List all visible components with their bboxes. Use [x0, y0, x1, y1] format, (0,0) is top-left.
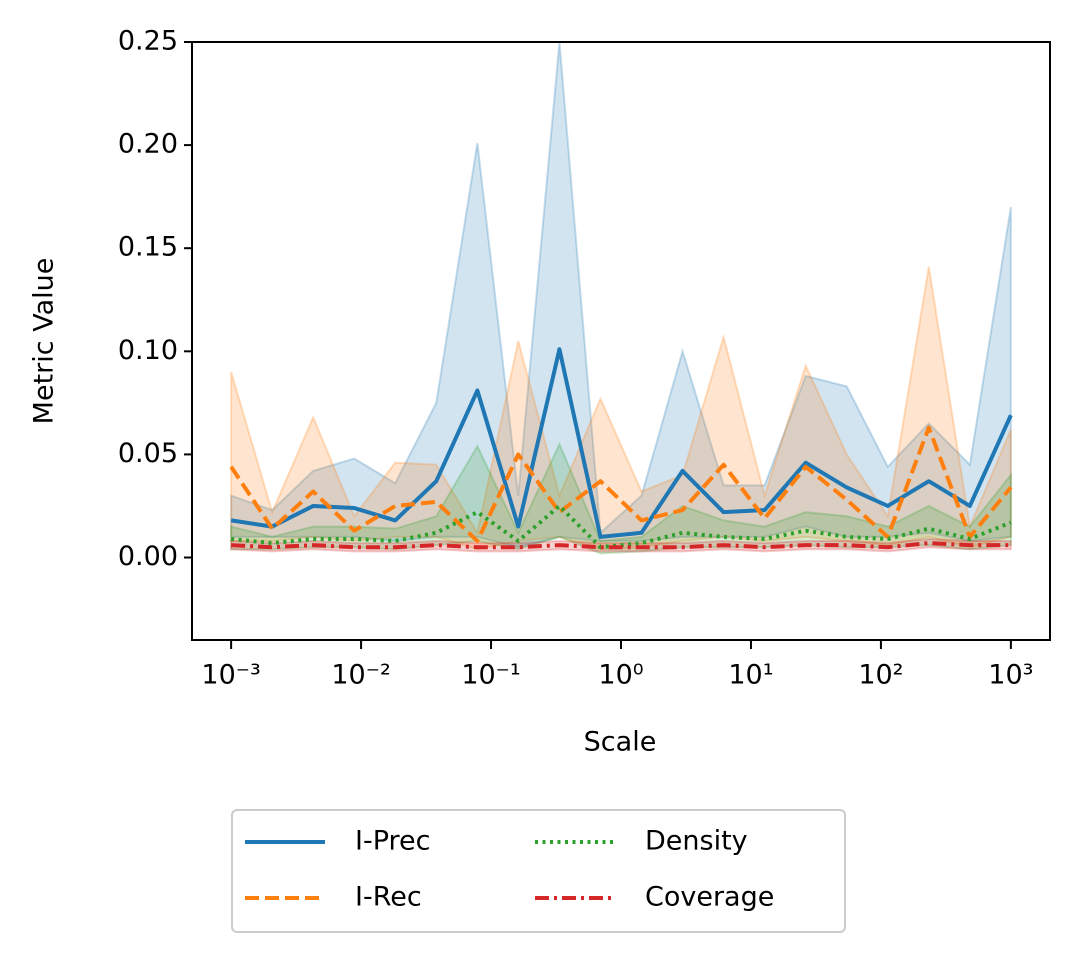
y-tick-label: 0.15: [118, 232, 178, 263]
band: [230, 41, 1012, 549]
line: [229, 425, 1013, 544]
x-tick-label: 10³: [988, 660, 1033, 691]
x-tick-label: 10⁻¹: [461, 660, 520, 691]
x-tick-label: 10²: [858, 660, 903, 691]
line: [231, 541, 1011, 550]
legend-box: [231, 809, 846, 933]
line: [230, 347, 1013, 539]
legend-label: I-Rec: [355, 882, 422, 913]
y-tick-label: 0.20: [118, 129, 178, 160]
x-tick-label: 10⁻²: [331, 660, 390, 691]
x-tick-label: 10¹: [728, 660, 773, 691]
x-tick-label: 10⁻³: [201, 660, 260, 691]
y-tick-label: 0.25: [118, 26, 178, 57]
y-tick-label: 0.10: [118, 335, 178, 366]
band: [230, 441, 1012, 555]
x-tick-label: 10⁰: [598, 660, 643, 691]
y-axis-label: Metric Value: [29, 258, 60, 425]
plot-frame: [191, 41, 1051, 641]
legend-label: Coverage: [645, 882, 774, 913]
line: [230, 503, 1012, 550]
y-tick-label: 0.05: [118, 438, 178, 469]
legend-label: I-Prec: [355, 826, 430, 857]
x-axis-label: Scale: [584, 727, 657, 758]
legend-label: Density: [645, 826, 748, 857]
y-tick-label: 0.00: [118, 541, 178, 572]
band: [230, 266, 1012, 551]
